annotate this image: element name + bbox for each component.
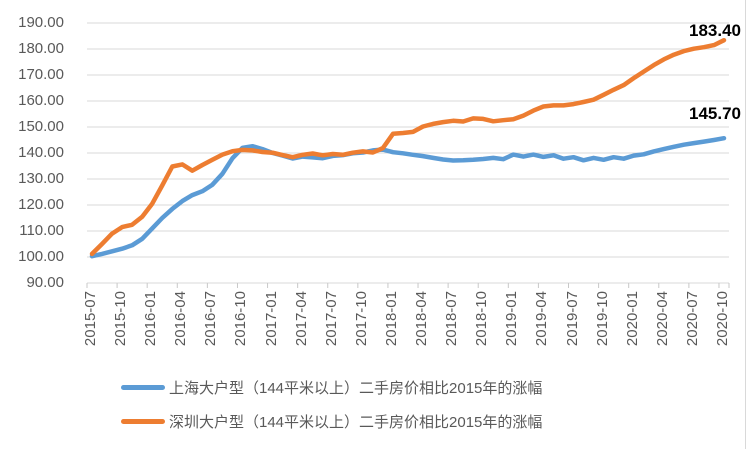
x-axis-label: 2017-01 xyxy=(262,291,280,347)
x-axis-label: 2018-07 xyxy=(443,291,461,347)
legend: 上海大户型（144平米以上）二手房价相比2015年的涨幅 深圳大户型（144平米… xyxy=(121,377,542,432)
shanghai-end-value-label: 145.70 xyxy=(689,104,741,123)
y-axis-label: 180.00 xyxy=(18,40,64,57)
legend-item-shanghai[interactable]: 上海大户型（144平米以上）二手房价相比2015年的涨幅 xyxy=(121,377,542,398)
y-axis-label: 110.00 xyxy=(19,222,64,239)
x-axis-label: 2017-04 xyxy=(292,291,310,347)
series-line-shanghai[interactable] xyxy=(89,135,727,259)
shenzhen-end-value-label: 183.40 xyxy=(689,21,741,40)
x-axis-label: 2015-07 xyxy=(82,291,100,347)
shanghai-line-swatch-icon xyxy=(121,385,165,390)
x-axis-label: 2016-07 xyxy=(202,291,220,347)
legend-label-shanghai: 上海大户型（144平米以上）二手房价相比2015年的涨幅 xyxy=(169,380,543,397)
window-edge-divider xyxy=(745,0,746,449)
y-axis-label: 100.00 xyxy=(18,248,64,265)
x-axis-label: 2019-07 xyxy=(563,291,581,347)
x-axis-label: 2018-04 xyxy=(413,291,431,347)
x-axis-label: 2016-04 xyxy=(172,291,190,347)
y-axis-label: 160.00 xyxy=(18,92,64,109)
x-axis-label: 2019-01 xyxy=(503,291,521,347)
y-axis-label: 150.00 xyxy=(18,118,64,135)
x-axis-label: 2016-10 xyxy=(232,291,250,347)
x-axis-label: 2016-01 xyxy=(142,291,160,347)
x-axis-label: 2018-01 xyxy=(382,291,400,347)
y-axis-label: 90.00 xyxy=(26,274,64,291)
series-line-shenzhen[interactable] xyxy=(89,37,727,257)
x-axis-label: 2020-10 xyxy=(713,291,731,347)
y-axis-label: 130.00 xyxy=(18,170,64,187)
shenzhen-line-swatch-icon xyxy=(121,419,165,424)
x-axis-label: 2020-07 xyxy=(683,291,701,347)
x-axis-label: 2020-04 xyxy=(653,291,671,347)
x-axis-label: 2020-01 xyxy=(623,291,641,347)
x-axis-label: 2019-10 xyxy=(593,291,611,347)
y-axis-label: 190.00 xyxy=(18,14,64,31)
x-axis-label: 2017-10 xyxy=(352,291,370,347)
x-axis-label: 2018-10 xyxy=(473,291,491,347)
legend-item-shenzhen[interactable]: 深圳大户型（144平米以上）二手房价相比2015年的涨幅 xyxy=(121,411,542,432)
y-axis-label: 140.00 xyxy=(18,144,64,161)
y-axis-label: 170.00 xyxy=(18,66,64,83)
x-axis-label: 2015-10 xyxy=(112,291,130,347)
y-axis-label: 120.00 xyxy=(18,196,64,213)
legend-label-shenzhen: 深圳大户型（144平米以上）二手房价相比2015年的涨幅 xyxy=(169,414,543,431)
x-axis-label: 2017-07 xyxy=(322,291,340,347)
x-axis-label: 2019-04 xyxy=(533,291,551,347)
